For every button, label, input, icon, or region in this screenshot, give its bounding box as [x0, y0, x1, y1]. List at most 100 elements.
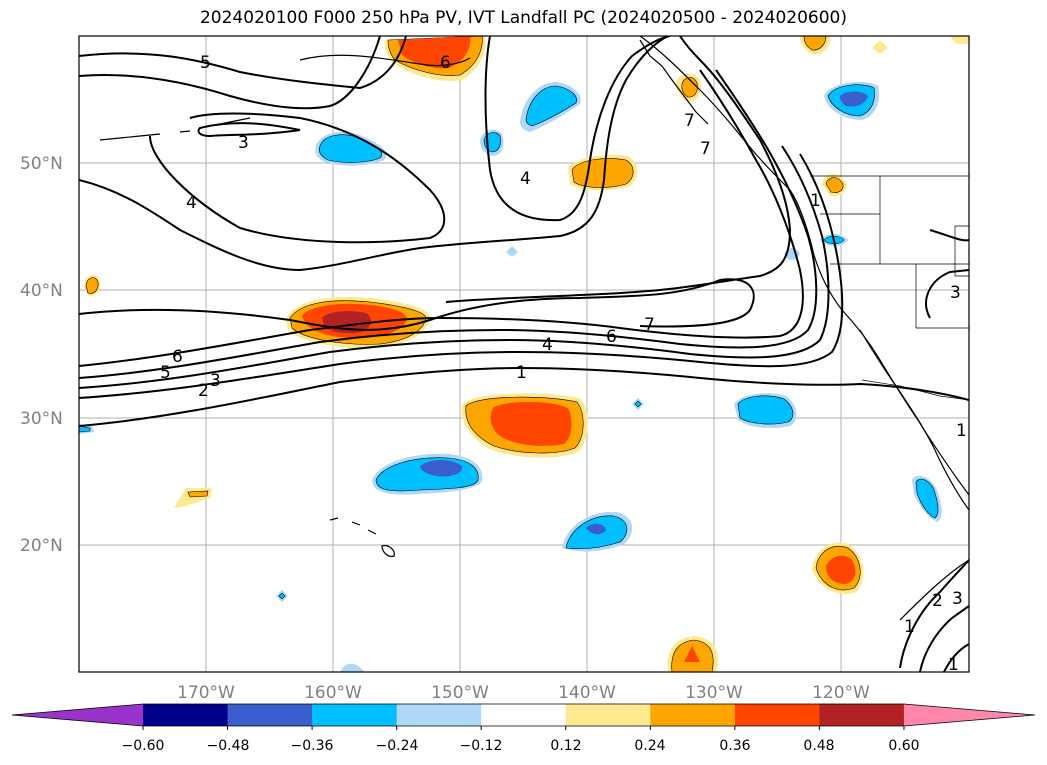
colorbar-segment — [650, 704, 736, 726]
lon-label: 160°W — [304, 683, 362, 703]
coastlines — [99, 36, 969, 621]
contour-label: 1 — [956, 421, 967, 441]
latitude-labels: 20°N 30°N 40°N 50°N — [20, 154, 63, 556]
contour-line — [79, 366, 969, 427]
contour-line — [919, 605, 969, 672]
contour-label: 6 — [440, 53, 451, 73]
aleutians — [99, 117, 251, 141]
hawaii — [329, 517, 395, 557]
colorbar-segment — [734, 704, 820, 726]
pv-anomaly-blob — [318, 134, 382, 163]
contour-label: 3 — [210, 371, 221, 391]
state-borders — [820, 176, 969, 329]
pv-anomaly-blob — [525, 85, 577, 127]
contour-label: 4 — [520, 169, 531, 189]
contour-line — [79, 145, 830, 389]
contour-label: 5 — [160, 363, 171, 383]
colorbar-tick-label: 0.12 — [550, 738, 581, 754]
colorbar-segment — [143, 704, 229, 726]
map-frame — [78, 35, 970, 673]
pv-anomaly-blob — [340, 663, 364, 672]
pv-anomaly-blob — [398, 36, 471, 69]
colorbar — [11, 703, 1036, 730]
colorbar-segment — [819, 704, 905, 726]
contour-line — [79, 278, 755, 331]
pv-anomaly-blob — [187, 490, 209, 498]
colorbar-segment — [396, 704, 482, 726]
colorbar-tick-label: −0.24 — [376, 738, 419, 754]
contour-label: 7 — [644, 315, 655, 335]
pv-anomaly-blob — [681, 77, 698, 98]
contour-line — [197, 122, 301, 138]
colorbar-tick-label: 0.60 — [888, 738, 919, 754]
pv-anomaly-blob — [950, 36, 969, 44]
pv-anomaly-blob — [634, 400, 642, 408]
contour-label: 6 — [606, 327, 617, 347]
colorbar-tick-label: 0.36 — [719, 738, 750, 754]
lat-label: 30°N — [20, 409, 63, 429]
contour-line — [79, 36, 669, 272]
pv-anomaly-blob — [684, 646, 700, 662]
contour-line — [79, 36, 407, 90]
pv-anomaly-blob — [872, 40, 888, 54]
lon-label: 130°W — [685, 683, 743, 703]
ivt-contours — [79, 36, 969, 672]
lon-label: 120°W — [812, 683, 870, 703]
contour-label: 3 — [952, 589, 963, 609]
pv-anomaly-blob — [85, 277, 99, 294]
us-mexico-border — [861, 379, 969, 401]
pv-anomaly-blob — [586, 523, 606, 535]
baja-coast — [859, 329, 969, 511]
map-plot-area: 5 3 4 6 4 7 7 1 6 7 4 6 5 3 2 1 3 1 2 3 … — [79, 36, 969, 675]
pv-anomaly-blob — [915, 478, 939, 519]
colorbar-tick-label: −0.12 — [460, 738, 503, 754]
colorbar-segment — [312, 704, 398, 726]
colorbar-extend-max — [903, 704, 1035, 726]
pv-anomaly-blob — [803, 36, 827, 51]
contour-label: 3 — [950, 283, 961, 303]
pv-positive-anomalies — [84, 36, 969, 672]
pv-anomaly-blob — [737, 395, 794, 425]
colorbar-segment — [227, 704, 313, 726]
contour-label: 7 — [684, 111, 695, 131]
pv-anomaly-blob — [826, 555, 856, 584]
pv-anomaly-blob — [840, 91, 868, 107]
contour-label: 6 — [172, 347, 183, 367]
colorbar-labels: −0.60 −0.48 −0.36 −0.24 −0.12 0.12 0.24 … — [122, 738, 920, 754]
pv-anomaly-blob — [420, 460, 463, 477]
colorbar-extend-min — [12, 704, 143, 726]
contour-line — [484, 36, 671, 222]
alaska-panhandle — [639, 39, 709, 125]
contour-line — [925, 229, 969, 319]
contour-label: 1 — [948, 655, 959, 675]
alaska-coast — [299, 54, 471, 67]
contour-label: 3 — [238, 133, 249, 153]
contour-label: 4 — [186, 193, 197, 213]
contour-line — [943, 643, 969, 672]
contour-label: 1 — [904, 617, 915, 637]
pv-anomaly-blob — [825, 177, 844, 193]
longitude-labels: 170°W 160°W 150°W 140°W 130°W 120°W — [177, 683, 870, 703]
lon-label: 150°W — [431, 683, 489, 703]
contour-label: 2 — [198, 381, 209, 401]
contour-line — [899, 559, 969, 669]
colorbar-tick-label: −0.60 — [122, 738, 165, 754]
colorbar-tick-label: 0.24 — [634, 738, 665, 754]
pv-anomaly-blob — [79, 425, 91, 433]
colorbar-tick-label: 0.48 — [803, 738, 834, 754]
contour-line — [79, 36, 381, 110]
contour-labels: 5 3 4 6 4 7 7 1 6 7 4 6 5 3 2 1 3 1 2 3 … — [160, 53, 967, 675]
north-america-coast — [639, 36, 969, 496]
lon-label: 140°W — [558, 683, 616, 703]
lat-label: 50°N — [20, 154, 63, 174]
map-title: 2024020100 F000 250 hPa PV, IVT Landfall… — [199, 8, 847, 28]
contour-label: 7 — [700, 139, 711, 159]
contour-label: 1 — [810, 191, 821, 211]
contour-label: 4 — [542, 335, 553, 355]
contour-line — [79, 153, 844, 399]
contour-line — [79, 69, 818, 379]
pv-anomaly-blob — [278, 592, 286, 600]
pv-anomaly-blob — [506, 246, 518, 257]
lat-label: 40°N — [20, 281, 63, 301]
